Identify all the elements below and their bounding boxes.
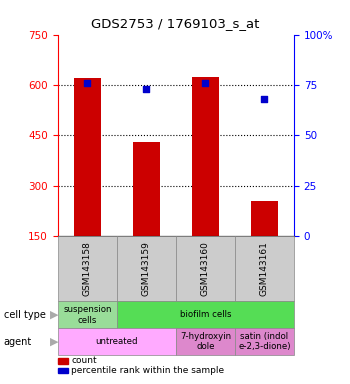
Text: biofilm cells: biofilm cells bbox=[180, 310, 231, 319]
Point bbox=[144, 86, 149, 92]
Bar bbox=[192, 76, 219, 236]
Text: GDS2753 / 1769103_s_at: GDS2753 / 1769103_s_at bbox=[91, 17, 259, 30]
Text: GSM143161: GSM143161 bbox=[260, 242, 269, 296]
Text: 7-hydroxyin
dole: 7-hydroxyin dole bbox=[180, 332, 231, 351]
Bar bbox=[133, 142, 160, 236]
Text: count: count bbox=[71, 356, 97, 366]
Text: percentile rank within the sample: percentile rank within the sample bbox=[71, 366, 224, 375]
Bar bbox=[74, 78, 100, 236]
Point bbox=[84, 80, 90, 86]
Text: cell type: cell type bbox=[4, 310, 46, 320]
Bar bbox=[251, 201, 278, 236]
Text: suspension
cells: suspension cells bbox=[63, 305, 112, 324]
Text: ▶: ▶ bbox=[50, 337, 58, 347]
Point bbox=[203, 80, 208, 86]
Text: GSM143158: GSM143158 bbox=[83, 242, 92, 296]
Text: GSM143160: GSM143160 bbox=[201, 242, 210, 296]
Point bbox=[262, 96, 267, 102]
Text: untreated: untreated bbox=[96, 337, 138, 346]
Text: agent: agent bbox=[4, 337, 32, 347]
Text: satin (indol
e-2,3-dione): satin (indol e-2,3-dione) bbox=[238, 332, 291, 351]
Text: GSM143159: GSM143159 bbox=[142, 242, 151, 296]
Text: ▶: ▶ bbox=[50, 310, 58, 320]
